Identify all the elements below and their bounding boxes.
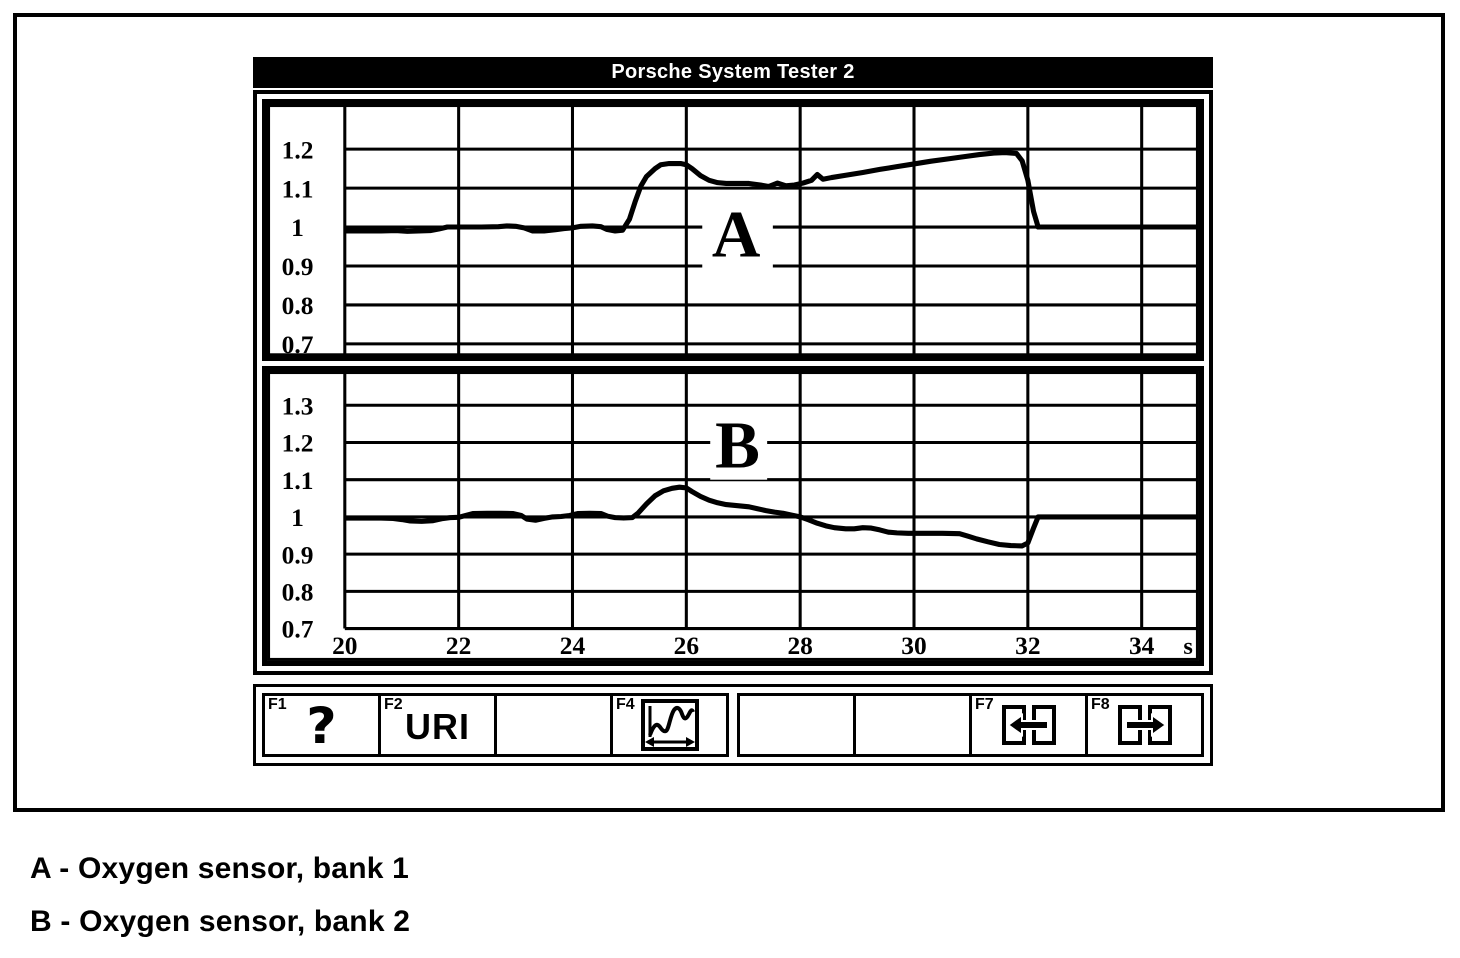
- softkey-text: URI: [405, 706, 470, 748]
- page-right-icon: [1117, 705, 1172, 746]
- softkey-empty-cell: [740, 696, 853, 754]
- softkey-empty-cell: [494, 696, 610, 755]
- y-axis-tick-label: 0.9: [282, 252, 314, 281]
- x-axis-tick-label: 22: [446, 631, 471, 660]
- x-axis-tick-label: 30: [901, 631, 926, 660]
- x-axis-tick-label: 28: [787, 631, 812, 660]
- y-axis-tick-label: 1.3: [282, 392, 314, 421]
- window-title: Porsche System Tester 2: [611, 61, 855, 83]
- x-axis-tick-label: 34: [1129, 631, 1155, 660]
- y-axis-tick-label: 1.2: [282, 135, 314, 164]
- tester-screen: Porsche System Tester 2 1.2 1.1 1 0.9 0.8 0.7…: [253, 57, 1213, 767]
- y-axis-tick-label: 1.1: [282, 466, 314, 495]
- y-axis-tick-label: 1: [291, 503, 304, 532]
- curve-label-A: A: [712, 196, 761, 271]
- x-axis-tick-label: 26: [674, 631, 699, 660]
- chart-box-b: 1.3 1.2 1.1 1 0.9 0.8 0.7 20 22 24 26 28 30 32 34 s B: [262, 366, 1204, 667]
- fkey-label: F8: [1091, 696, 1110, 714]
- fkey-label: F1: [268, 696, 287, 714]
- trace-oxygen-sensor-bank-1: [344, 150, 1197, 234]
- y-axis-tick-label: 0.7: [282, 330, 314, 356]
- softkey-empty-cell: [853, 696, 969, 755]
- y-axis-tick-label: 0.8: [282, 578, 314, 607]
- waveform-timebase-icon: [640, 699, 699, 752]
- legend-line-a: A - Oxygen sensor, bank 1: [30, 852, 410, 885]
- softkey-group-left: F1? F2 URI F4: [262, 693, 729, 758]
- annotation-backdrop: [702, 190, 773, 269]
- softkey-f1[interactable]: F1?: [265, 696, 378, 754]
- annotation-backdrop: [710, 408, 768, 481]
- oxygen-sensor-chart-bank2: 1.3 1.2 1.1 1 0.9 0.8 0.7 20 22 24 26 28 30 32 34 s B: [267, 371, 1199, 662]
- fkey-label: F2: [384, 696, 403, 714]
- softkey-f4[interactable]: F4: [610, 696, 726, 755]
- x-axis-unit-label: s: [1183, 633, 1193, 660]
- charts-panel: 1.2 1.1 1 0.9 0.8 0.7 A 1.3 1.2 1.1 1 0.9 0.8 0.7 20 2…: [253, 90, 1213, 676]
- softkey-f7[interactable]: F7: [969, 696, 1085, 755]
- fkey-label: F7: [975, 696, 994, 714]
- fkey-label: F4: [616, 696, 635, 714]
- trace-oxygen-sensor-bank-2: [344, 484, 1197, 549]
- x-axis-tick-label: 20: [332, 631, 357, 660]
- softkey-f8[interactable]: F8: [1085, 696, 1201, 755]
- softkey-toolbar: F1? F2 URI F4 F7 F8: [253, 684, 1213, 767]
- help-question-icon: ?: [306, 697, 337, 756]
- y-axis-tick-label: 1.1: [282, 174, 314, 203]
- y-axis-tick-label: 0.9: [282, 541, 314, 570]
- legend-line-b: B - Oxygen sensor, bank 2: [30, 905, 411, 938]
- page-left-icon: [1001, 705, 1056, 746]
- y-axis-tick-label: 0.8: [282, 291, 314, 320]
- x-axis-tick-label: 32: [1015, 631, 1040, 660]
- softkey-f2[interactable]: F2 URI: [378, 696, 494, 755]
- oxygen-sensor-chart-bank1: 1.2 1.1 1 0.9 0.8 0.7 A: [267, 104, 1199, 357]
- curve-label-B: B: [715, 408, 760, 483]
- chart-box-a: 1.2 1.1 1 0.9 0.8 0.7 A: [262, 99, 1204, 362]
- window-titlebar: Porsche System Tester 2: [253, 57, 1213, 88]
- softkey-group-right: F7 F8: [737, 693, 1204, 758]
- x-axis-tick-label: 24: [560, 631, 586, 660]
- figure-legend: A - Oxygen sensor, bank 1 B - Oxygen sen…: [30, 852, 410, 958]
- y-axis-tick-label: 1.2: [282, 429, 314, 458]
- y-axis-tick-label: 0.7: [282, 615, 314, 644]
- y-axis-tick-label: 1: [291, 213, 304, 242]
